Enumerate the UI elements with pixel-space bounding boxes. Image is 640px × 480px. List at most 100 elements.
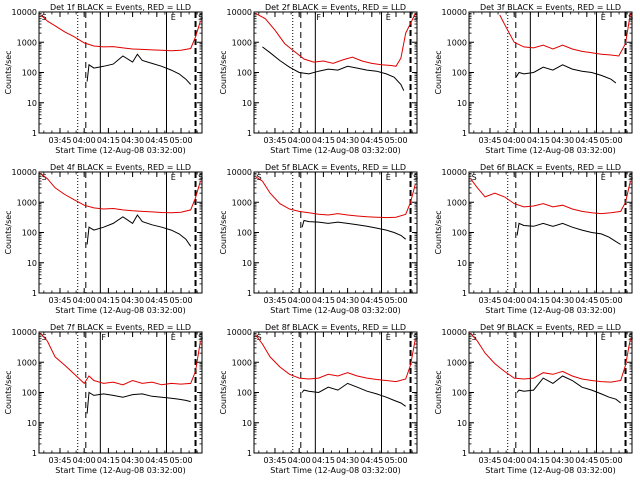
x-tick-label: 05:00 xyxy=(169,456,192,465)
y-tick-label: 1000 xyxy=(447,358,467,367)
y-tick-label: 10 xyxy=(27,259,37,268)
x-tick-label: 04:00 xyxy=(503,296,526,305)
plot-frame xyxy=(253,11,418,134)
y-tick-label: 10000 xyxy=(227,168,252,177)
x-axis-label: Start Time (12-Aug-08 03:32:00) xyxy=(55,306,186,315)
x-tick-label: 04:30 xyxy=(121,136,144,145)
marker-label: S xyxy=(628,333,633,342)
x-tick-label: 04:30 xyxy=(336,456,359,465)
x-tick-label: 04:30 xyxy=(551,296,574,305)
marker-label: E xyxy=(171,13,176,22)
x-tick-label: 05:00 xyxy=(599,136,622,145)
y-axis-label: Counts/sec xyxy=(4,210,13,254)
y-tick-label: 1000 xyxy=(447,198,467,207)
y-axis-label: Counts/sec xyxy=(434,50,443,94)
y-axis-label: Counts/sec xyxy=(434,370,443,414)
x-tick-label: 03:45 xyxy=(48,136,71,145)
y-tick-label: 10000 xyxy=(12,328,37,337)
plot-frame xyxy=(253,331,418,454)
y-tick-label: 100 xyxy=(452,229,467,238)
y-tick-label: 10 xyxy=(242,419,252,428)
y-tick-label: 10 xyxy=(457,259,467,268)
y-tick-label: 1 xyxy=(462,289,467,298)
y-tick-label: 1 xyxy=(247,449,252,458)
detector-panel-8: Det 8f BLACK = Events, RED = LLD Counts/s… xyxy=(219,323,418,475)
x-tick-label: 04:45 xyxy=(575,136,598,145)
x-tick-label: 03:45 xyxy=(478,136,501,145)
marker-label: E xyxy=(386,13,391,22)
x-tick-label: 04:00 xyxy=(73,136,96,145)
y-tick-label: 1 xyxy=(32,449,37,458)
marker-label: S xyxy=(42,173,47,182)
y-tick-label: 1000 xyxy=(17,358,37,367)
y-axis-label: Counts/sec xyxy=(4,370,13,414)
x-axis-label: Start Time (12-Aug-08 03:32:00) xyxy=(270,306,401,315)
y-axis-label: Counts/sec xyxy=(219,50,228,94)
x-tick-label: 04:15 xyxy=(97,296,120,305)
detector-panel-7: Det 7f BLACK = Events, RED = LLD Counts/s… xyxy=(4,323,203,475)
y-tick-label: 10000 xyxy=(227,8,252,17)
x-tick-label: 04:15 xyxy=(312,136,335,145)
plot-frame xyxy=(468,331,633,454)
y-tick-label: 100 xyxy=(237,229,252,238)
x-tick-label: 05:00 xyxy=(599,456,622,465)
y-tick-label: 100 xyxy=(22,69,37,78)
lld-series-line xyxy=(499,13,631,57)
lld-series-line xyxy=(470,333,631,383)
y-tick-label: 1000 xyxy=(232,198,252,207)
x-tick-label: 04:15 xyxy=(527,136,550,145)
y-tick-label: 1000 xyxy=(17,198,37,207)
marker-label: S xyxy=(628,13,633,22)
x-tick-label: 05:00 xyxy=(169,136,192,145)
y-axis-label: Counts/sec xyxy=(219,370,228,414)
marker-label: S xyxy=(413,333,418,342)
detector-panel-3: Det 3f BLACK = Events, RED = LLD Counts/s… xyxy=(434,3,633,155)
lld-series-line xyxy=(40,333,201,386)
x-tick-label: 05:00 xyxy=(384,296,407,305)
y-tick-label: 10000 xyxy=(12,168,37,177)
marker-label: E xyxy=(171,173,176,182)
panel-title: Det 3f BLACK = Events, RED = LLD xyxy=(480,3,621,12)
y-tick-label: 10000 xyxy=(12,8,37,17)
panel-title: Det 9f BLACK = Events, RED = LLD xyxy=(480,323,621,332)
x-tick-label: 05:00 xyxy=(384,136,407,145)
y-tick-label: 100 xyxy=(22,229,37,238)
y-tick-label: 10000 xyxy=(227,328,252,337)
x-tick-label: 04:15 xyxy=(312,296,335,305)
y-tick-label: 1 xyxy=(32,129,37,138)
x-tick-label: 04:30 xyxy=(121,456,144,465)
events-series-line xyxy=(515,64,617,84)
y-tick-label: 1 xyxy=(462,449,467,458)
y-tick-label: 1000 xyxy=(232,358,252,367)
panel-title: Det 2f BLACK = Events, RED = LLD xyxy=(265,3,406,12)
marker-label: S xyxy=(413,13,418,22)
y-tick-label: 1 xyxy=(247,129,252,138)
y-axis-label: Counts/sec xyxy=(219,210,228,254)
y-tick-label: 10 xyxy=(242,259,252,268)
y-tick-label: 100 xyxy=(237,69,252,78)
x-tick-label: 04:45 xyxy=(145,136,168,145)
x-tick-label: 05:00 xyxy=(384,456,407,465)
panel-title: Det 1f BLACK = Events, RED = LLD xyxy=(50,3,191,12)
lld-series-line xyxy=(40,14,201,52)
plot-frame xyxy=(38,331,203,454)
x-tick-label: 04:45 xyxy=(145,296,168,305)
marker-label: S xyxy=(198,13,203,22)
plot-frame xyxy=(468,11,633,134)
marker-label: S xyxy=(628,173,633,182)
marker-label: E xyxy=(171,333,176,342)
lld-series-line xyxy=(40,173,201,214)
marker-label: E xyxy=(386,333,391,342)
x-tick-label: 04:15 xyxy=(527,456,550,465)
x-tick-label: 04:45 xyxy=(360,456,383,465)
y-tick-label: 10 xyxy=(27,99,37,108)
x-tick-label: 04:45 xyxy=(360,136,383,145)
x-tick-label: 04:45 xyxy=(575,456,598,465)
marker-label: F xyxy=(101,333,106,342)
events-series-line xyxy=(301,382,406,407)
x-tick-label: 04:00 xyxy=(73,296,96,305)
x-tick-label: 04:15 xyxy=(527,296,550,305)
x-tick-label: 03:45 xyxy=(263,456,286,465)
y-axis-label: Counts/sec xyxy=(434,210,443,254)
panel-title: Det 5f BLACK = Events, RED = LLD xyxy=(265,163,406,172)
